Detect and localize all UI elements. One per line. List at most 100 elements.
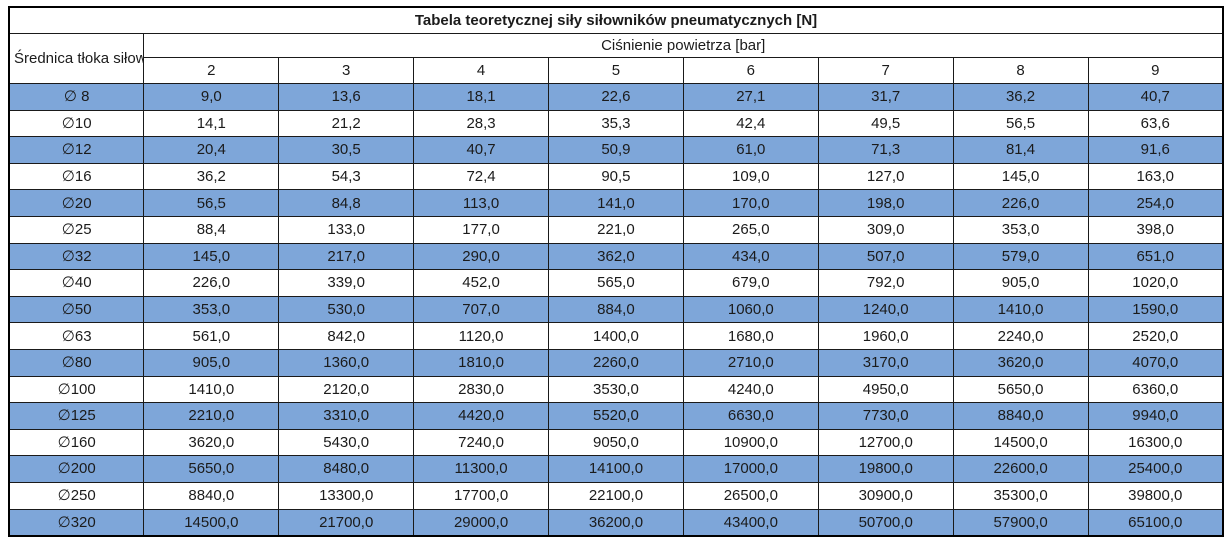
force-cell: 4420,0	[413, 402, 549, 430]
force-cell: 7240,0	[413, 428, 549, 457]
force-cell: 28,3	[413, 109, 549, 138]
force-cell: 530,0	[278, 295, 415, 324]
force-cell: 14500,0	[952, 428, 1089, 457]
page: Tabela teoretycznej siły siłowników pneu…	[0, 6, 1232, 537]
force-cell: 226,0	[143, 269, 280, 297]
force-cell: 8840,0	[952, 402, 1089, 430]
table-row: ∅50 353,0 530,0 707,0 884,0 1060,0 1240,0 1410,…	[8, 295, 1224, 324]
force-cell: 679,0	[682, 269, 819, 297]
force-cell: 3310,0	[278, 402, 415, 430]
force-cell: 22600,0	[952, 455, 1089, 483]
force-cell: 36200,0	[548, 508, 684, 537]
force-cell: 91,6	[1087, 136, 1224, 164]
force-cell: 1400,0	[548, 322, 684, 350]
table-row: ∅16 36,2 54,3 72,4 90,5 109,0 127,0 145,0 163,0	[8, 162, 1224, 191]
force-cell: 309,0	[817, 215, 954, 244]
force-cell: 561,0	[143, 322, 280, 350]
table-row: ∅ 8 9,0 13,6 18,1 22,6 27,1 31,7 36,2 40,7	[8, 83, 1224, 111]
pressure-header-cell: 5	[548, 57, 684, 84]
force-cell: 170,0	[682, 189, 819, 217]
diameter-cell: ∅80	[8, 348, 145, 377]
force-cell: 905,0	[952, 269, 1089, 297]
force-cell: 1020,0	[1087, 269, 1224, 297]
diameter-cell: ∅100	[8, 375, 145, 404]
force-cell: 29000,0	[413, 508, 549, 537]
force-cell: 265,0	[682, 215, 819, 244]
force-cell: 56,5	[143, 189, 280, 217]
force-cell: 16300,0	[1087, 428, 1224, 457]
force-cell: 14500,0	[143, 508, 280, 537]
diameter-cell: ∅250	[8, 481, 145, 510]
force-cell: 22,6	[548, 83, 684, 111]
force-cell: 507,0	[817, 242, 954, 271]
force-cell: 35300,0	[952, 481, 1089, 510]
force-cell: 2830,0	[413, 375, 549, 404]
force-cell: 40,7	[413, 136, 549, 164]
force-cell: 56,5	[952, 109, 1089, 138]
force-cell: 50700,0	[817, 508, 954, 537]
force-cell: 707,0	[413, 295, 549, 324]
force-cell: 40,7	[1087, 83, 1224, 111]
force-cell: 339,0	[278, 269, 415, 297]
force-cell: 57900,0	[952, 508, 1089, 537]
force-cell: 905,0	[143, 348, 280, 377]
force-cell: 5650,0	[143, 455, 280, 483]
force-cell: 651,0	[1087, 242, 1224, 271]
force-tbody: ∅ 8 9,0 13,6 18,1 22,6 27,1 31,7 36,2 40,7 ∅10 14,…	[8, 83, 1224, 537]
force-cell: 217,0	[278, 242, 415, 271]
force-cell: 3530,0	[548, 375, 684, 404]
force-cell: 6360,0	[1087, 375, 1224, 404]
table-row: ∅63 561,0 842,0 1120,0 1400,0 1680,0 1960,0 224…	[8, 322, 1224, 350]
force-cell: 90,5	[548, 162, 684, 191]
force-cell: 1120,0	[413, 322, 549, 350]
diameter-cell: ∅ 8	[8, 83, 145, 111]
diameter-cell: ∅125	[8, 402, 145, 430]
force-cell: 565,0	[548, 269, 684, 297]
diameter-column-header: Średnica tłoka siłownika	[8, 33, 145, 84]
force-cell: 65100,0	[1087, 508, 1224, 537]
force-cell: 884,0	[548, 295, 684, 324]
table-row: ∅250 8840,0 13300,0 17700,0 22100,0 26500,0 30…	[8, 481, 1224, 510]
table-row: ∅200 5650,0 8480,0 11300,0 14100,0 17000,0 198…	[8, 455, 1224, 483]
force-cell: 43400,0	[682, 508, 819, 537]
table-header: Tabela teoretycznej siły siłowników pneu…	[8, 6, 1224, 84]
force-cell: 3170,0	[817, 348, 954, 377]
force-cell: 84,8	[278, 189, 415, 217]
table-row: ∅125 2210,0 3310,0 4420,0 5520,0 6630,0 7730,0…	[8, 402, 1224, 430]
force-cell: 434,0	[682, 242, 819, 271]
diameter-cell: ∅20	[8, 189, 145, 217]
table-title: Tabela teoretycznej siły siłowników pneu…	[8, 6, 1224, 34]
force-cell: 8480,0	[278, 455, 415, 483]
pressure-group-header: Ciśnienie powietrza [bar]	[143, 33, 1224, 58]
force-cell: 1360,0	[278, 348, 415, 377]
force-cell: 3620,0	[143, 428, 280, 457]
force-cell: 54,3	[278, 162, 415, 191]
force-cell: 221,0	[548, 215, 684, 244]
pressure-header-cell: 2	[143, 57, 280, 84]
force-cell: 579,0	[952, 242, 1089, 271]
force-cell: 353,0	[952, 215, 1089, 244]
force-cell: 177,0	[413, 215, 549, 244]
diameter-cell: ∅63	[8, 322, 145, 350]
force-cell: 13,6	[278, 83, 415, 111]
force-cell: 50,9	[548, 136, 684, 164]
force-cell: 81,4	[952, 136, 1089, 164]
table-row: ∅32 145,0 217,0 290,0 362,0 434,0 507,0 579,0 65…	[8, 242, 1224, 271]
force-cell: 21,2	[278, 109, 415, 138]
pressure-header-cell: 7	[817, 57, 954, 84]
diameter-cell: ∅40	[8, 269, 145, 297]
title-row: Tabela teoretycznej siły siłowników pneu…	[8, 6, 1224, 34]
force-cell: 21700,0	[278, 508, 415, 537]
diameter-cell: ∅50	[8, 295, 145, 324]
diameter-cell: ∅200	[8, 455, 145, 483]
group-header-row: Średnica tłoka siłownika Ciśnienie powie…	[8, 33, 1224, 84]
force-cell: 2120,0	[278, 375, 415, 404]
force-cell: 11300,0	[413, 455, 549, 483]
pneumatic-force-table: Tabela teoretycznej siły siłowników pneu…	[8, 6, 1224, 537]
force-cell: 63,6	[1087, 109, 1224, 138]
force-cell: 26500,0	[682, 481, 819, 510]
force-cell: 61,0	[682, 136, 819, 164]
force-cell: 31,7	[817, 83, 954, 111]
force-cell: 2210,0	[143, 402, 280, 430]
